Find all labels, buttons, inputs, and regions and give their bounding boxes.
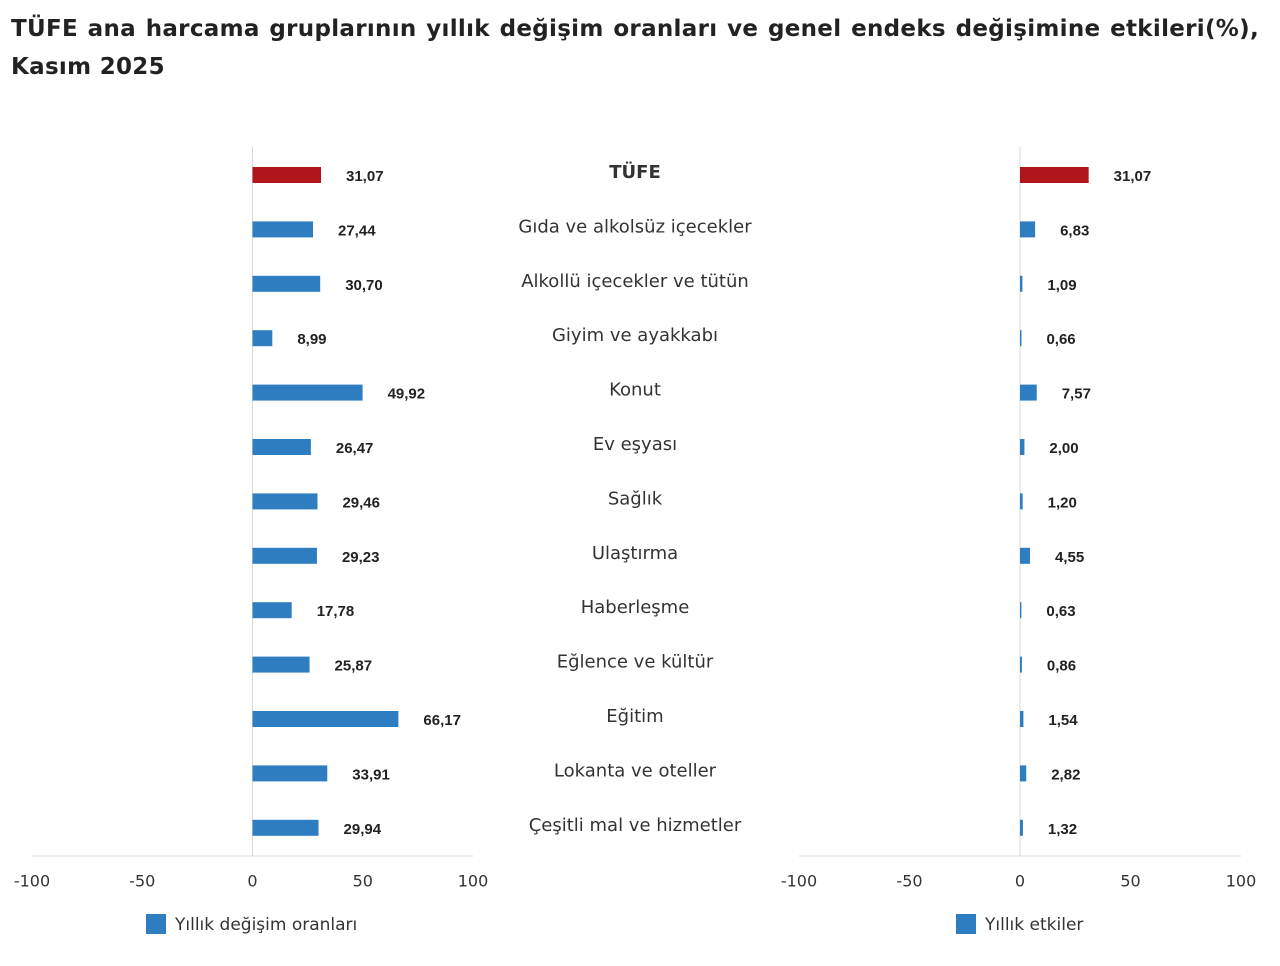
x-tick-label: 0 (1015, 872, 1025, 891)
x-tick-label: 100 (458, 872, 489, 891)
category-label: Alkollü içecekler ve tütün (521, 271, 749, 292)
bar (1020, 221, 1036, 238)
bar (252, 275, 321, 292)
category-label: Konut (609, 380, 661, 401)
category-label: Lokanta ve oteller (554, 760, 717, 781)
value-label: 4,55 (1055, 549, 1084, 566)
bar (252, 602, 292, 619)
value-label: 0,86 (1047, 658, 1076, 675)
value-label: 1,20 (1048, 494, 1077, 511)
bar (252, 656, 310, 673)
bar (252, 711, 399, 727)
x-tick-label: -50 (129, 872, 155, 891)
bar (1020, 547, 1031, 564)
bar (1020, 330, 1022, 347)
x-tick-label: 50 (1120, 872, 1140, 891)
value-label: 7,57 (1062, 386, 1091, 403)
value-label: 2,82 (1051, 766, 1080, 783)
value-label: 29,46 (342, 494, 380, 511)
value-label: 6,83 (1060, 222, 1089, 239)
value-label: 29,94 (344, 821, 382, 838)
category-label: Giyim ve ayakkabı (552, 325, 718, 346)
x-tick-label: 0 (247, 872, 257, 891)
bar (252, 384, 363, 401)
bar (1020, 384, 1037, 401)
value-label: 31,07 (346, 168, 384, 185)
value-label: 1,54 (1048, 712, 1078, 729)
category-label: Sağlık (608, 488, 663, 509)
value-label: 1,32 (1048, 821, 1077, 838)
category-label: Gıda ve alkolsüz içecekler (518, 216, 752, 237)
value-label: 29,23 (342, 549, 380, 566)
value-label: 66,17 (423, 712, 461, 729)
legend-swatch (146, 914, 166, 934)
bar (252, 330, 273, 347)
value-label: 25,87 (335, 658, 373, 675)
value-label: 30,70 (345, 277, 383, 294)
bar (1020, 493, 1023, 510)
x-tick-label: -100 (14, 872, 50, 891)
category-label: Çeşitli mal ve hizmetler (529, 815, 742, 836)
x-tick-label: 50 (353, 872, 373, 891)
value-label: 17,78 (317, 603, 355, 620)
value-label: 26,47 (336, 440, 374, 457)
bar (1020, 439, 1025, 455)
value-label: 8,99 (297, 331, 326, 348)
bar (1020, 656, 1022, 673)
chart-title: TÜFE ana harcama gruplarının yıllık deği… (11, 16, 1259, 80)
bar (252, 547, 317, 564)
category-label: Eğlence ve kültür (557, 652, 714, 673)
bar (252, 167, 322, 183)
bar (1020, 819, 1023, 836)
category-label: Ulaştırma (592, 543, 678, 564)
category-label: Ev eşyası (593, 434, 677, 455)
category-label: Eğitim (606, 706, 663, 727)
value-label: 0,66 (1046, 331, 1075, 348)
bar (252, 439, 311, 455)
legend-label: Yıllık etkiler (984, 915, 1083, 935)
value-label: 27,44 (338, 222, 376, 239)
bar (1020, 711, 1024, 727)
value-label: 1,09 (1047, 277, 1076, 294)
category-label: Haberleşme (581, 597, 690, 618)
category-label: TÜFE (609, 161, 661, 183)
bar (1020, 275, 1023, 292)
x-tick-label: -50 (896, 872, 922, 891)
x-tick-label: 100 (1226, 872, 1257, 891)
value-label: 33,91 (352, 766, 390, 783)
value-label: 0,63 (1046, 603, 1075, 620)
bar (252, 221, 314, 238)
bar (1020, 167, 1089, 183)
bar (1020, 765, 1027, 782)
bar (252, 765, 328, 782)
bar (252, 493, 318, 510)
legend-swatch (956, 914, 976, 934)
value-label: 2,00 (1049, 440, 1078, 457)
bar (1020, 602, 1022, 619)
value-label: 31,07 (1114, 168, 1152, 185)
legend-label: Yıllık değişim oranları (174, 915, 357, 935)
bar (252, 819, 319, 836)
value-label: 49,92 (388, 386, 426, 403)
x-tick-label: -100 (781, 872, 817, 891)
